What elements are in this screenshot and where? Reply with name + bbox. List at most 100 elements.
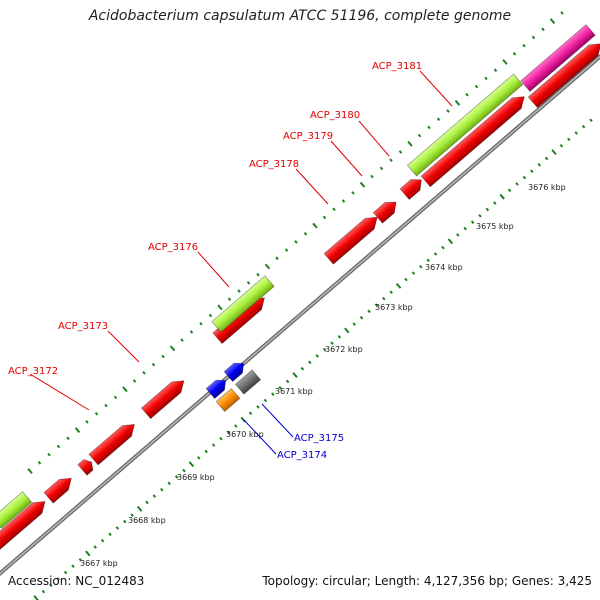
scale-tick: [507, 188, 512, 193]
track-tick: [502, 59, 508, 65]
track-tick: [180, 338, 184, 342]
scale-tick: [300, 366, 305, 371]
scale-tick: [49, 583, 53, 588]
scale-tick: [292, 372, 298, 378]
scale-tick: [308, 360, 312, 365]
genome-backbone-highlight: [0, 55, 600, 575]
scale-label: 3673 kbp: [375, 303, 413, 312]
track-tick: [512, 52, 517, 56]
track-tick: [47, 452, 51, 457]
scale-tick: [315, 354, 319, 358]
scale-tick: [56, 577, 60, 581]
scale-tick: [115, 526, 120, 530]
gene-red: [420, 96, 525, 188]
track-tick: [446, 109, 450, 113]
track-tick: [465, 92, 469, 97]
scale-tick: [271, 392, 275, 396]
scale-tick: [456, 233, 460, 237]
gene-green: [406, 73, 524, 177]
track-tick: [359, 181, 366, 188]
track-tick: [189, 330, 194, 334]
gene-red: [140, 380, 185, 420]
gene-label-acp3172: ACP_3172: [8, 366, 58, 377]
gene-label-acp3180: ACP_3180: [310, 110, 360, 121]
scale-tick: [419, 264, 423, 269]
track-tick: [332, 207, 336, 212]
scale-tick: [145, 500, 149, 505]
leader-line: [330, 140, 363, 177]
gene-labels: ACP_3172 ACP_3173 ACP_3176 ACP_3178 ACP_3179…: [8, 61, 422, 461]
scale-tick: [188, 461, 195, 468]
scale-tick: [581, 124, 586, 129]
track-tick: [303, 231, 308, 236]
scale-tick: [85, 550, 91, 557]
scale-tick: [522, 175, 527, 180]
scale-tick: [352, 322, 356, 326]
gene-label-acp3178: ACP_3178: [249, 159, 299, 170]
track-tick: [484, 76, 488, 81]
scale-tick: [160, 487, 164, 492]
scale-label: 3669 kbp: [177, 473, 215, 482]
track-tick: [522, 43, 526, 48]
scale-tick: [285, 379, 290, 384]
scale-tick: [322, 347, 327, 352]
scale-label: 3668 kbp: [128, 516, 166, 525]
gene-red: [88, 423, 135, 466]
track-tick: [417, 133, 422, 138]
scale-tick: [530, 169, 534, 173]
scale-tick: [182, 468, 186, 473]
track-tick: [541, 27, 545, 32]
scale-tick: [478, 214, 482, 218]
scale-label: 3675 kbp: [476, 222, 514, 231]
scale-tick: [152, 494, 157, 498]
track-tick: [256, 272, 260, 277]
accession-text: Accession: NC_012483: [8, 574, 145, 588]
gene-label-acp3175: ACP_3175: [294, 433, 344, 444]
scale-tick: [71, 564, 75, 568]
leader-line: [243, 419, 277, 455]
scale-tick: [433, 252, 438, 256]
leader-line: [295, 168, 329, 205]
track-tick: [370, 174, 374, 179]
scale-tick: [256, 405, 260, 409]
track-tick: [104, 403, 108, 408]
track-tick: [493, 68, 498, 72]
scale-tick: [344, 327, 350, 334]
track-tick: [246, 281, 251, 285]
leader-line: [107, 330, 140, 363]
track-tick: [474, 84, 479, 89]
scale-labels: 3667 kbp 3668 kbp 3669 kbp 3670 kbp 3671 kbp…: [80, 183, 566, 568]
track-tick: [398, 150, 403, 154]
track-tick: [113, 395, 118, 400]
scale-label: 3674 kbp: [425, 263, 463, 272]
scale-tick: [100, 538, 105, 543]
scale-tick: [234, 424, 238, 428]
gene-blue: [205, 379, 227, 400]
scale-tick: [537, 163, 541, 167]
scale-tick: [330, 341, 334, 345]
gene-label-acp3176: ACP_3176: [148, 242, 198, 253]
scale-tick: [108, 532, 112, 537]
gene-blue: [223, 362, 245, 383]
scale-tick: [263, 398, 268, 403]
scale-tick: [404, 277, 408, 282]
scale-tick: [485, 207, 490, 212]
gene-green: [0, 491, 33, 529]
scale-tick: [123, 519, 127, 524]
label-leader-lines: [29, 70, 453, 455]
gene-red: [372, 201, 397, 224]
track-tick: [56, 444, 61, 449]
scale-tick: [551, 149, 557, 156]
track-tick: [208, 313, 213, 318]
scale-tick: [389, 290, 393, 295]
scale-tick: [136, 505, 143, 512]
scale-tick: [211, 443, 216, 447]
track-tick: [284, 248, 289, 252]
track-tick: [454, 99, 461, 106]
scale-tick: [167, 481, 171, 486]
track-tick: [66, 436, 70, 441]
track-tick: [132, 379, 137, 383]
gene-red: [399, 179, 422, 201]
leader-line: [29, 373, 90, 411]
